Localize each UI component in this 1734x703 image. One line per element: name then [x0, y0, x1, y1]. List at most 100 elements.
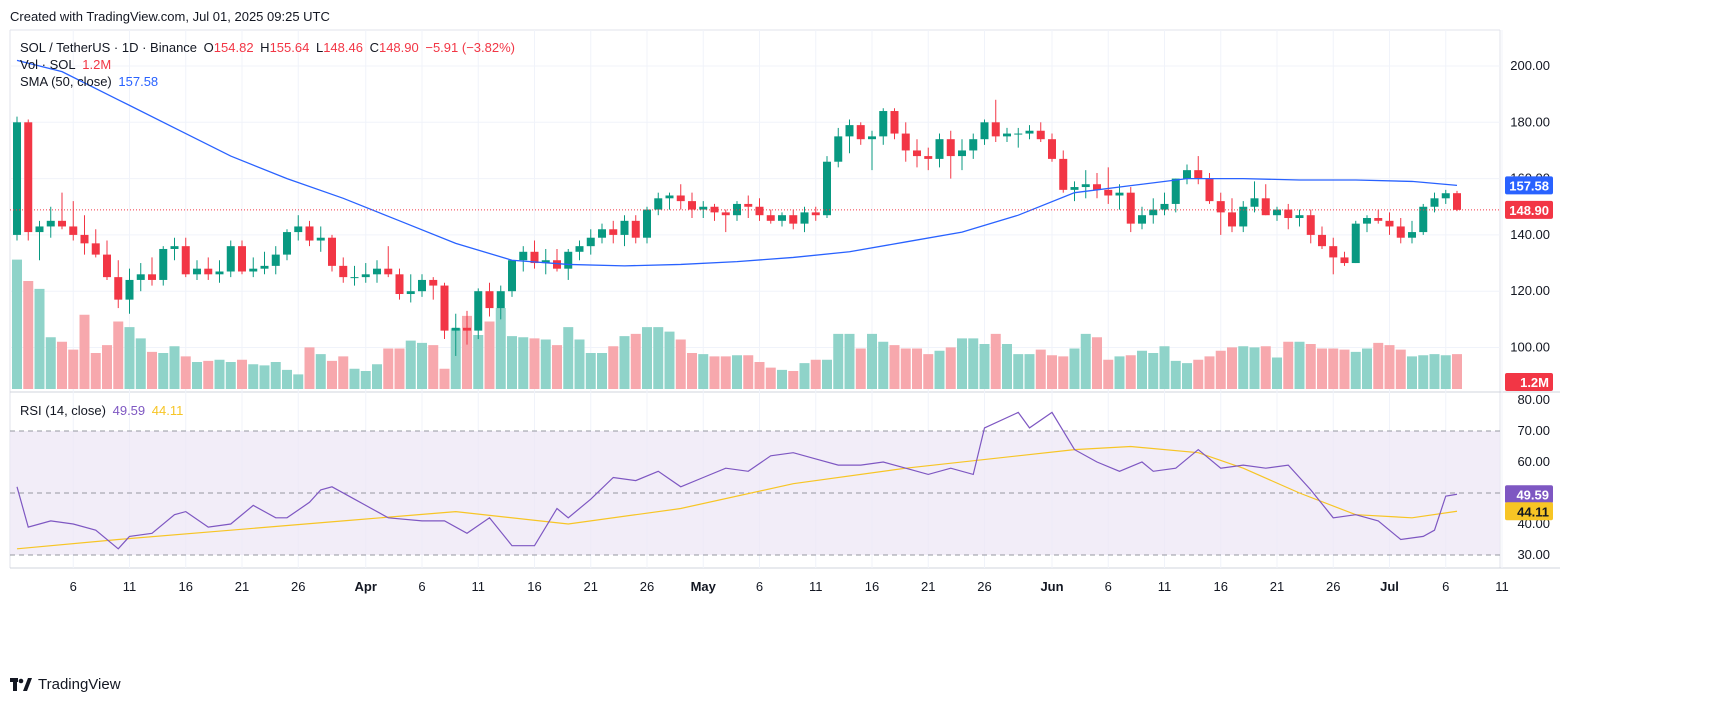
volume-bar	[147, 351, 157, 389]
volume-bar	[450, 328, 461, 389]
volume-bar	[1283, 341, 1294, 389]
candle-body	[1453, 193, 1461, 210]
volume-bar	[1204, 356, 1215, 389]
candle-body	[553, 260, 561, 269]
x-tick-label: 6	[418, 579, 425, 594]
candle-body	[721, 212, 730, 216]
candle-body	[1284, 209, 1293, 219]
candle-body	[564, 251, 573, 269]
candle-body	[620, 220, 629, 235]
candle-body	[1385, 220, 1394, 227]
candle-body	[125, 279, 134, 300]
volume-bar	[574, 339, 585, 389]
legend-sma-value: 157.58	[118, 74, 159, 89]
volume-bar	[180, 356, 191, 389]
volume-bar	[585, 353, 596, 389]
candle-body	[1363, 218, 1371, 224]
candle-body	[1318, 234, 1326, 247]
candle-body	[474, 291, 483, 331]
volume-bar	[1114, 356, 1125, 389]
volume-bar	[79, 314, 90, 389]
volume-bar	[1317, 348, 1327, 389]
volume-bar	[945, 347, 956, 389]
candle-body	[429, 279, 438, 286]
volume-bar	[495, 308, 506, 389]
volume-bar	[653, 327, 664, 389]
legend-sma-row: SMA (50, close) 157.58	[20, 74, 161, 89]
candle-body	[13, 122, 21, 235]
sma-price-badge: 157.58	[1505, 176, 1553, 195]
candle-body	[924, 156, 933, 159]
legend-ohlc-row: SOL / TetherUS · 1D · Binance O154.82 H1…	[20, 40, 518, 55]
x-tick-label: 6	[1442, 579, 1449, 594]
candle-body	[35, 226, 44, 233]
volume-bar	[1069, 348, 1080, 389]
x-tick-label: 6	[70, 579, 77, 594]
candle-body	[1115, 192, 1124, 196]
legend-volume-label: Vol · SOL	[20, 57, 76, 72]
volume-bar	[754, 362, 765, 389]
candle-body	[440, 285, 449, 331]
candle-body	[1014, 133, 1023, 135]
volume-bar	[518, 337, 529, 389]
volume-bar	[124, 327, 135, 389]
candle-body	[519, 251, 528, 261]
candle-body	[800, 212, 809, 224]
candle-body	[643, 209, 651, 238]
volume-bar	[372, 364, 382, 389]
volume-bar	[12, 259, 22, 389]
volume-bar	[957, 338, 967, 389]
volume-bar	[788, 371, 799, 389]
volume-bar	[1227, 347, 1237, 389]
candle-body	[193, 268, 201, 275]
candle-body	[1059, 158, 1068, 190]
volume-bar	[192, 362, 202, 389]
candle-body	[834, 136, 843, 162]
volume-bar	[1384, 345, 1395, 389]
candle-body	[541, 260, 550, 264]
rsi-tick-label: 80.00	[1517, 392, 1550, 407]
legend-change: −5.91 (−3.82%)	[425, 40, 515, 55]
candle-body	[789, 215, 798, 224]
volume-bar	[1024, 354, 1035, 389]
candle-body	[676, 195, 685, 202]
candle-body	[1250, 198, 1259, 207]
volume-bar	[1159, 346, 1170, 389]
volume-bar	[810, 359, 821, 389]
volume-bar	[1328, 348, 1339, 389]
volume-bar	[642, 327, 652, 389]
volume-bar	[552, 345, 562, 389]
candle-body	[451, 327, 460, 331]
candle-body	[1194, 170, 1203, 179]
x-tick-label: 26	[291, 579, 305, 594]
volume-bar	[1305, 344, 1316, 389]
candle-body	[350, 277, 359, 279]
volume-bar	[135, 338, 146, 389]
volume-bar	[270, 362, 281, 389]
candle-body	[260, 265, 269, 269]
volume-bar	[214, 359, 225, 389]
x-tick-label: 26	[1326, 579, 1340, 594]
x-tick-label: 11	[1158, 579, 1172, 594]
x-tick-label: 21	[1270, 579, 1284, 594]
candle-body	[1070, 187, 1079, 190]
x-tick-label: Apr	[355, 579, 377, 594]
volume-bar	[507, 336, 517, 389]
volume-bar	[1418, 355, 1429, 389]
volume-bar	[102, 345, 112, 389]
candle-body	[946, 139, 955, 157]
volume-bar	[833, 333, 844, 389]
chart-header-credit: Created with TradingView.com, Jul 01, 20…	[10, 9, 330, 24]
volume-bar	[1002, 344, 1012, 389]
volume-bar	[979, 344, 990, 389]
candle-body	[339, 265, 348, 278]
tradingview-logo[interactable]: TradingView	[10, 676, 121, 693]
volume-bar	[203, 360, 214, 389]
candle-body	[1093, 184, 1101, 190]
volume-bar	[360, 371, 371, 389]
rsi-line	[16, 411, 1458, 550]
price-tick-label: 140.00	[1510, 227, 1550, 242]
candle-body	[249, 268, 258, 272]
sma-price-badge-text: 157.58	[1509, 178, 1549, 193]
